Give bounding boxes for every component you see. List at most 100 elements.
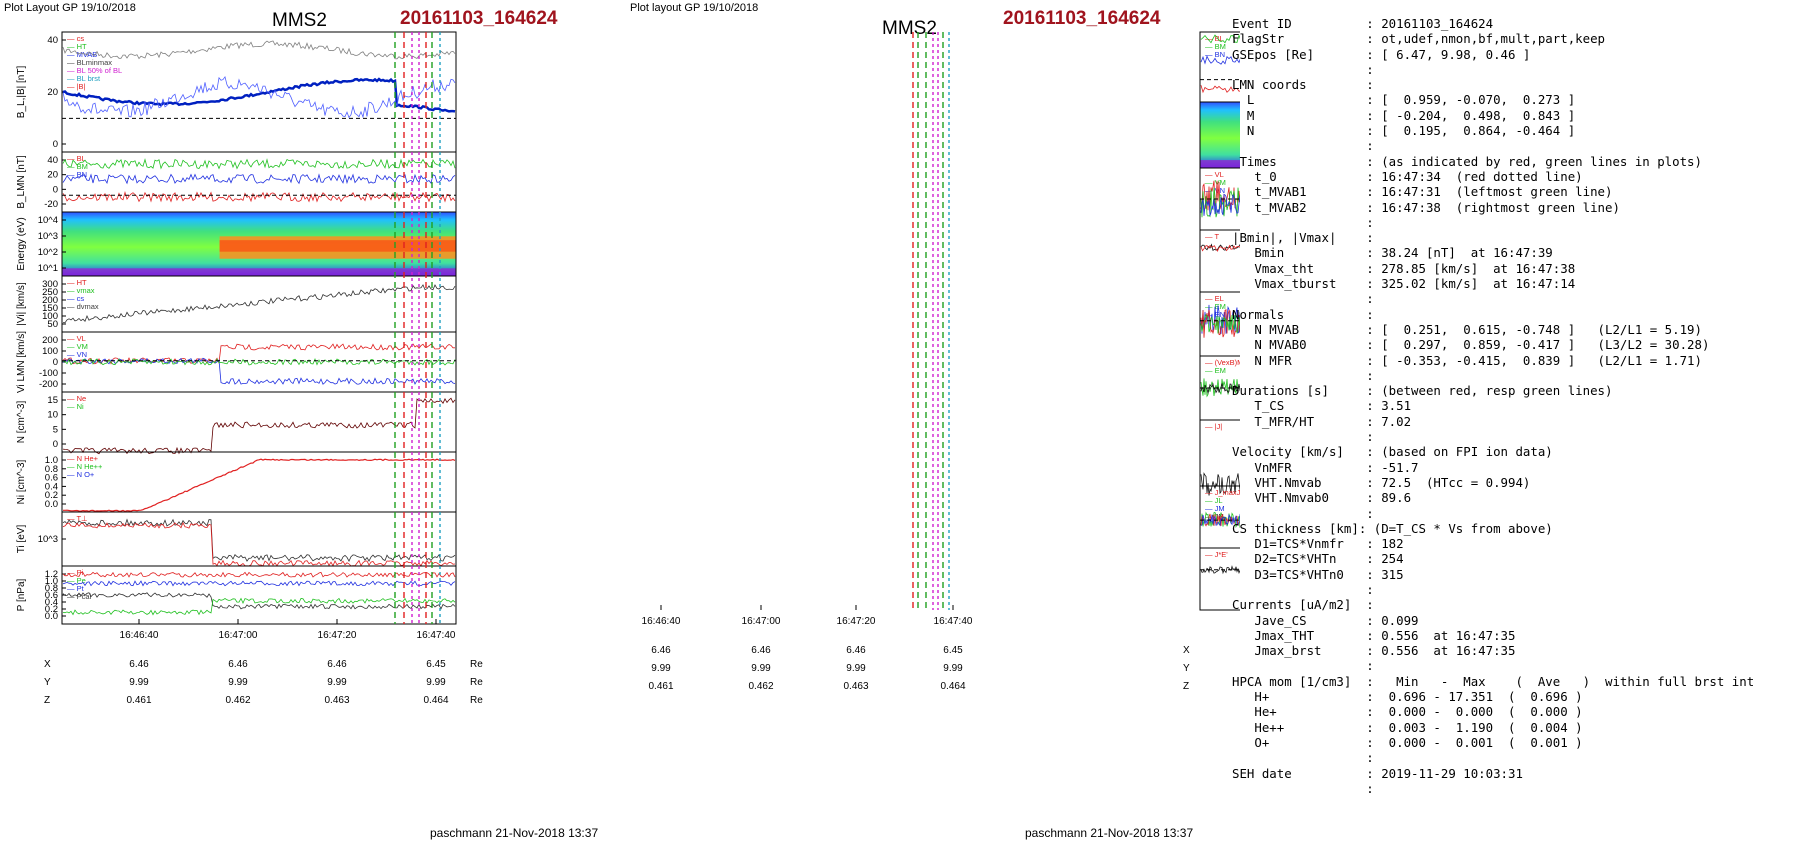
legend-entry: — BN [67,170,87,179]
info-line: : [1232,138,1374,154]
panel-frame [1199,31,1240,103]
info-line: : [1232,61,1374,77]
legend-entry: — BL [67,154,86,163]
pos-row-value: 9.99 [846,663,866,674]
spectrogram [1200,102,1240,168]
y-tick-label: 200 [42,295,58,306]
legend-entry: — dvmax [67,302,99,311]
y-tick-label: 15 [47,395,58,406]
legend-entry: — VM [67,342,88,351]
trace-BM [62,158,456,170]
info-line: FlagStr : ot,udef,nmon,bf,mult,part,keep [1232,31,1605,47]
panel-frame [1199,419,1240,487]
y-tick-label: 10^4 [38,215,58,226]
pos-row-label: Y [1183,663,1190,674]
y-tick-label: 0.0 [45,611,58,622]
trace-BN [62,191,456,203]
pos-row-value: 9.99 [129,677,149,688]
pos-row-unit: Re [470,659,483,670]
pos-row-label: Z [1183,681,1189,692]
pos-row-label: X [44,659,51,670]
legend-entry: — Pt [67,584,85,593]
pos-row-value: 6.46 [846,645,866,656]
pos-row-value: 6.46 [129,659,149,670]
info-line: : [1232,658,1374,674]
panel-JE: 0.50.0-0.5-1.0-1.5-2.0J*E' [nW m^-3]— J*… [1199,547,1240,611]
legend-entry: — BL 50% of BL [67,66,122,75]
pos-row-value: 6.46 [751,645,771,656]
y-tick-label: 0.8 [45,464,58,475]
legend-entry: — N He+ [67,454,99,463]
pos-row-value: 6.46 [228,659,248,670]
trace-VL [62,343,455,365]
panel-BL: 40 20 0 B_L,|B| [nT] — cs— HT— MVAB— BLminma… [16,31,457,153]
panel-ionspec: 10^4 10^3 10^2 10^1 Energy (eV) [16,211,457,277]
y-tick-label: 0.8 [45,583,58,594]
spectrogram-core-band [219,240,456,252]
panel-frame [61,391,457,453]
trace-VN [62,357,456,366]
pos-row-value: 0.462 [225,695,250,706]
legend-entry: — cs [67,294,84,303]
legend-entry: — EL [1205,294,1224,303]
pos-row-value: 0.463 [843,681,868,692]
y-tick-label: 0.2 [45,604,58,615]
info-line: t_MVAB2 : 16:47:38 (rightmost green line… [1232,199,1620,215]
y-tick-label: 20 [47,170,58,181]
y-axis-label: Ti [eV] [16,525,27,554]
time-tick-label: 16:46:40 [642,616,681,627]
y-tick-label: 250 [42,287,58,298]
info-line: : [1232,581,1374,597]
y-tick-label: -20 [44,199,58,210]
info-line: t_MVAB1 : 16:47:31 (leftmost green line) [1232,184,1613,200]
info-line: Jmax_THT : 0.556 at 16:47:35 [1232,627,1516,643]
y-tick-label: 150 [42,303,58,314]
legend-entry: — BL [1205,34,1224,43]
pos-row-label: X [1183,645,1190,656]
legend-entry: — VL [67,334,86,343]
panel-frame [61,511,457,567]
pos-row-value: 0.464 [423,695,448,706]
legend-entry: — cs [67,34,84,43]
info-line: Currents [uA/m2] : [1232,597,1374,613]
legend-entry: — N He++ [67,462,103,471]
info-line: T_CS : 3.51 [1232,398,1412,414]
info-line: L : [ 0.959, -0.070, 0.273 ] [1232,92,1576,108]
legend-entry: — BN [1205,50,1225,59]
info-line: LMN coords : [1232,77,1374,93]
info-line: D1=TCS*Vnmfr : 182 [1232,536,1404,552]
trace-Bmag [62,40,456,60]
info-line: T_MFR/HT : 7.02 [1232,413,1412,429]
y-tick-label: 10^2 [38,247,58,258]
legend-entry: — (VexB)M [1205,358,1240,367]
legend-entry: — JM [1205,504,1225,513]
time-tick-label: 16:47:00 [219,630,258,641]
info-line: Velocity [km/s] : (based on FPI ion data… [1232,444,1553,460]
legend-entry: — Pe [67,576,86,585]
trace-Pe [62,571,456,578]
left-plot-header: Plot Layout GP 19/10/2018 [4,2,136,14]
y-tick-label: 0 [53,357,58,368]
trace-VM [62,357,456,385]
y-axis-label: B_L,|B| [nT] [16,66,27,119]
legend-entry: — T [1205,232,1219,241]
panel-frame [1199,229,1240,293]
legend-entry: — T⊥ [67,514,88,523]
y-tick-label: 10 [47,410,58,421]
info-line: : [1232,291,1374,307]
panel-Te: 10^2Te [eV]— T [1199,229,1240,293]
y-tick-label: 10^3 [38,231,58,242]
info-line: : [1232,750,1374,766]
pos-row-value: 9.99 [228,677,248,688]
panel-Ni: 1.00.80.60.40.20.0 Ni [cm^-3] — N He+— N H… [16,451,457,513]
info-line: GSEpos [Re] : [ 6.47, 9.98, 0.46 ] [1232,46,1531,62]
pos-row-value: 6.45 [426,659,446,670]
info-line: He+ : 0.000 - 0.000 ( 0.000 ) [1232,704,1583,720]
trace-Pcal [62,597,456,616]
panel-frame [1199,101,1240,169]
right-plot-title: MMS2 [882,18,937,39]
y-tick-label: 0.6 [45,590,58,601]
pos-row-label: Y [44,677,51,688]
